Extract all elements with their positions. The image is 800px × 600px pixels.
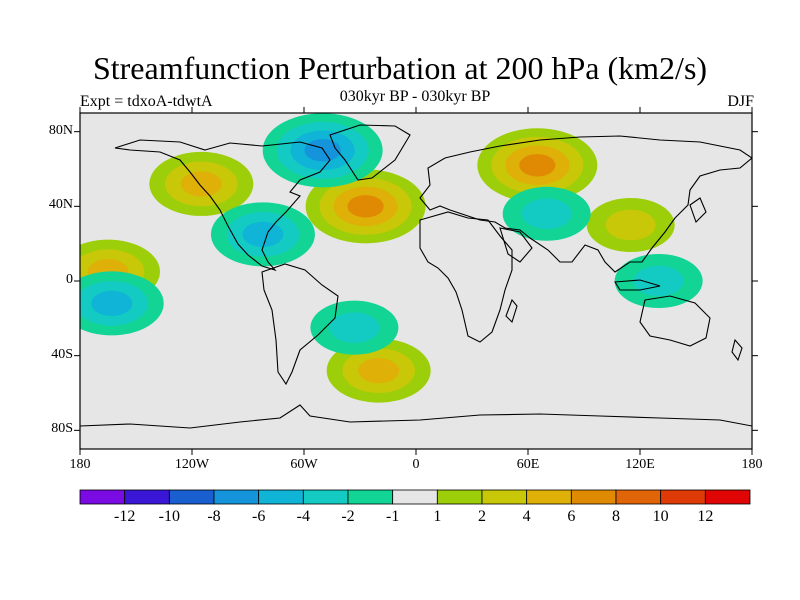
contour-feature-2-level-3 bbox=[347, 195, 384, 218]
coastline-indonesia bbox=[614, 279, 661, 291]
contour-feature-9-level-2 bbox=[91, 290, 133, 316]
colorbar-label: -1 bbox=[385, 508, 400, 525]
contour-feature-11-level-1 bbox=[633, 265, 684, 297]
lat-tick-label: 40N bbox=[48, 197, 73, 213]
colorbar-box bbox=[79, 489, 126, 505]
experiment-label: Expt = tdxoA-tdwtA bbox=[80, 93, 213, 110]
coastline-new-zealand bbox=[731, 338, 743, 362]
contour-feature-0-level-3 bbox=[519, 154, 556, 177]
subtitle: 030kyr BP - 030kyr BP bbox=[339, 88, 491, 105]
colorbar-label: -10 bbox=[158, 508, 180, 525]
coastline-eurasia bbox=[419, 135, 752, 273]
coastline-madagascar bbox=[505, 298, 518, 324]
colorbar-label: 8 bbox=[612, 508, 620, 525]
colorbar-box bbox=[168, 489, 215, 505]
lon-tick-label: 180 bbox=[741, 457, 763, 472]
lon-tick-label: 120E bbox=[625, 457, 655, 472]
colorbar-label: 2 bbox=[478, 508, 486, 525]
lon-tick-label: 0 bbox=[412, 457, 420, 472]
colorbar-box bbox=[436, 489, 483, 505]
colorbar-box bbox=[481, 489, 528, 505]
colorbar-box bbox=[302, 489, 349, 505]
colorbar bbox=[79, 489, 751, 505]
colorbar-box bbox=[660, 489, 706, 505]
contour-feature-7-level-2 bbox=[242, 221, 284, 247]
contour-feature-8-level-1 bbox=[521, 198, 572, 230]
colorbar-box bbox=[392, 489, 438, 505]
lat-tick-label: 80N bbox=[48, 122, 73, 138]
colorbar-box bbox=[213, 489, 260, 505]
contour-field bbox=[80, 113, 703, 403]
colorbar-label: 6 bbox=[567, 508, 576, 525]
contour-feature-5-level-2 bbox=[358, 358, 400, 384]
contour-feature-10-level-1 bbox=[329, 312, 380, 343]
colorbar-label: 1 bbox=[433, 508, 442, 525]
coastlines bbox=[80, 124, 752, 429]
lon-tick-label: 120W bbox=[174, 457, 210, 472]
season-label: DJF bbox=[727, 93, 754, 110]
colorbar-label: -8 bbox=[207, 508, 221, 525]
coastline-antarctica bbox=[80, 404, 752, 429]
lon-tick-label: 60W bbox=[290, 457, 318, 472]
coastline-arabia bbox=[499, 227, 533, 263]
colorbar-label: 10 bbox=[652, 508, 669, 525]
colorbar-label: 12 bbox=[697, 508, 714, 525]
coastline-japan bbox=[689, 197, 707, 224]
colorbar-box bbox=[347, 489, 394, 505]
coastline-greenland bbox=[329, 124, 411, 181]
lon-tick-label: 60E bbox=[516, 457, 540, 472]
coastline-africa bbox=[419, 211, 513, 343]
lat-tick-label: 0 bbox=[66, 272, 73, 287]
lat-tick-label: 40S bbox=[51, 346, 73, 362]
colorbar-box bbox=[258, 489, 304, 505]
colorbar-box bbox=[704, 489, 751, 505]
colorbar-label: -12 bbox=[113, 508, 136, 525]
colorbar-box bbox=[615, 489, 662, 505]
coastline-south-america bbox=[261, 263, 339, 386]
colorbar-label: -4 bbox=[296, 508, 310, 525]
lat-tick-label: 80S bbox=[51, 421, 73, 437]
contour-feature-1-level-2 bbox=[180, 171, 222, 197]
colorbar-box bbox=[526, 489, 572, 505]
colorbar-label: -2 bbox=[341, 508, 355, 525]
colorbar-label: 4 bbox=[522, 508, 531, 525]
colorbar-box bbox=[124, 489, 170, 505]
colorbar-label: -6 bbox=[251, 508, 266, 525]
coastline-north-america bbox=[114, 139, 331, 272]
coastline-australia bbox=[639, 295, 711, 347]
colorbar-box bbox=[570, 489, 617, 505]
axis-ticks bbox=[74, 107, 758, 455]
lon-tick-label: 180 bbox=[69, 457, 91, 472]
contour-feature-4-level-1 bbox=[605, 209, 656, 241]
contour-feature-6-level-3 bbox=[304, 139, 341, 162]
chart-title: Streamfunction Perturbation at 200 hPa (… bbox=[92, 50, 708, 86]
